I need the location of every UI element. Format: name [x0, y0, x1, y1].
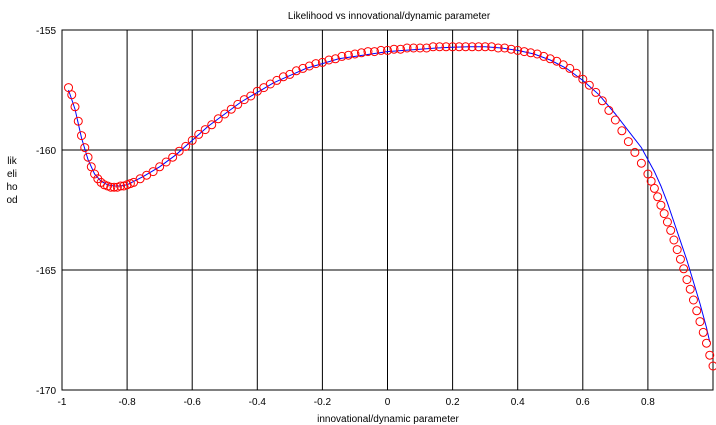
data-point-marker: [637, 159, 645, 167]
data-point-marker: [696, 318, 704, 326]
y-axis-label-line: ho: [2, 181, 22, 194]
y-tick-label: -155: [36, 26, 56, 37]
x-tick-label: -1: [58, 397, 67, 408]
data-point-marker: [680, 265, 688, 273]
x-tick-label: -0.4: [249, 397, 267, 408]
data-point-marker: [618, 127, 626, 135]
data-point-marker: [699, 328, 707, 336]
data-point-marker: [654, 193, 662, 201]
y-axis-label-line: eli: [2, 168, 22, 181]
x-tick-label: 0.8: [641, 397, 655, 408]
data-point-marker: [208, 121, 216, 129]
data-point-marker: [673, 246, 681, 254]
y-tick-label: -170: [36, 386, 56, 397]
data-point-marker: [611, 116, 619, 124]
data-point-marker: [670, 236, 678, 244]
x-tick-label: -0.6: [184, 397, 202, 408]
x-tick-label: 0: [385, 397, 391, 408]
data-point-marker: [660, 210, 668, 218]
data-point-marker: [605, 106, 613, 114]
series-line: [69, 47, 710, 342]
data-point-marker: [667, 226, 675, 234]
y-axis-label-line: od: [2, 194, 22, 207]
data-point-marker: [657, 201, 665, 209]
data-point-marker: [68, 91, 76, 99]
tick-labels: -1 -0.8 -0.6 -0.4 -0.2 0 0.2 0.4 0.6 0.8 -155 -160 -…: [36, 26, 655, 408]
data-point-marker: [702, 339, 710, 347]
data-point-marker: [693, 307, 701, 315]
y-axis-label-line: lik: [2, 155, 22, 168]
data-point-marker: [585, 81, 593, 89]
data-point-marker: [624, 138, 632, 146]
data-point-marker: [663, 218, 671, 226]
y-axis-label: lik eli ho od: [2, 155, 22, 207]
x-axis-label: innovational/dynamic parameter: [317, 414, 459, 425]
x-tick-label: 0.6: [576, 397, 590, 408]
x-tick-label: 0.4: [511, 397, 525, 408]
data-point-marker: [650, 184, 658, 192]
grid-lines: [62, 30, 713, 390]
data-point-marker: [676, 255, 684, 263]
data-point-marker: [683, 276, 691, 284]
y-tick-label: -165: [36, 266, 56, 277]
y-tick-label: -160: [36, 146, 56, 157]
data-series: [65, 43, 716, 370]
data-point-marker: [689, 296, 697, 304]
data-point-marker: [686, 285, 694, 293]
x-tick-label: -0.8: [118, 397, 136, 408]
x-tick-label: 0.2: [446, 397, 460, 408]
x-tick-label: -0.2: [314, 397, 332, 408]
chart-title: Likelihood vs innovational/dynamic param…: [288, 11, 491, 22]
